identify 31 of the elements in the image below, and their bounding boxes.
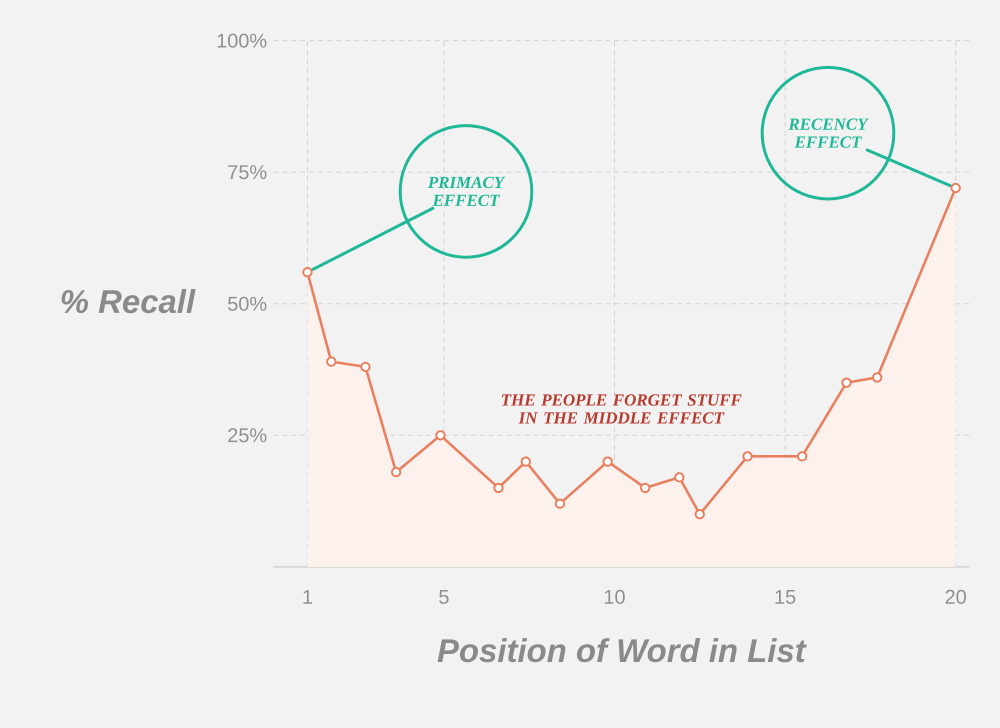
y-tick-label: 25% (228, 428, 266, 442)
point (640, 482, 650, 494)
point (520, 456, 531, 467)
x-axis-title: Position of Word in List (438, 638, 807, 662)
x-tick-label: 20 (946, 590, 966, 604)
annotation: PRIMACY EFFECT (428, 176, 506, 206)
point (950, 182, 961, 194)
point (493, 482, 504, 494)
point (435, 430, 446, 440)
x-tick-label: 5 (439, 590, 449, 604)
point (602, 456, 613, 467)
point (674, 472, 684, 483)
x-tick-label: 15 (775, 590, 796, 604)
point (390, 466, 402, 478)
x-tick-label: 1 (303, 590, 312, 604)
y-tick-label: 75% (228, 165, 266, 180)
point (554, 498, 566, 509)
point (872, 372, 882, 383)
point (302, 267, 313, 278)
point (742, 451, 753, 462)
annotation: THE PEOPLE FORGET STUFF IN THE MIDDLE EFFECT (502, 394, 742, 424)
point (326, 356, 337, 367)
point (694, 509, 705, 520)
annotation: RECENCY EFFECT (788, 118, 869, 148)
x-tick-label: 10 (604, 590, 625, 604)
y-tick-label: 100% (218, 34, 266, 48)
point (841, 377, 852, 388)
y-tick-label: 50% (228, 296, 266, 311)
point (796, 451, 808, 462)
y-axis-title: % Recall (62, 289, 196, 314)
point (360, 362, 371, 372)
